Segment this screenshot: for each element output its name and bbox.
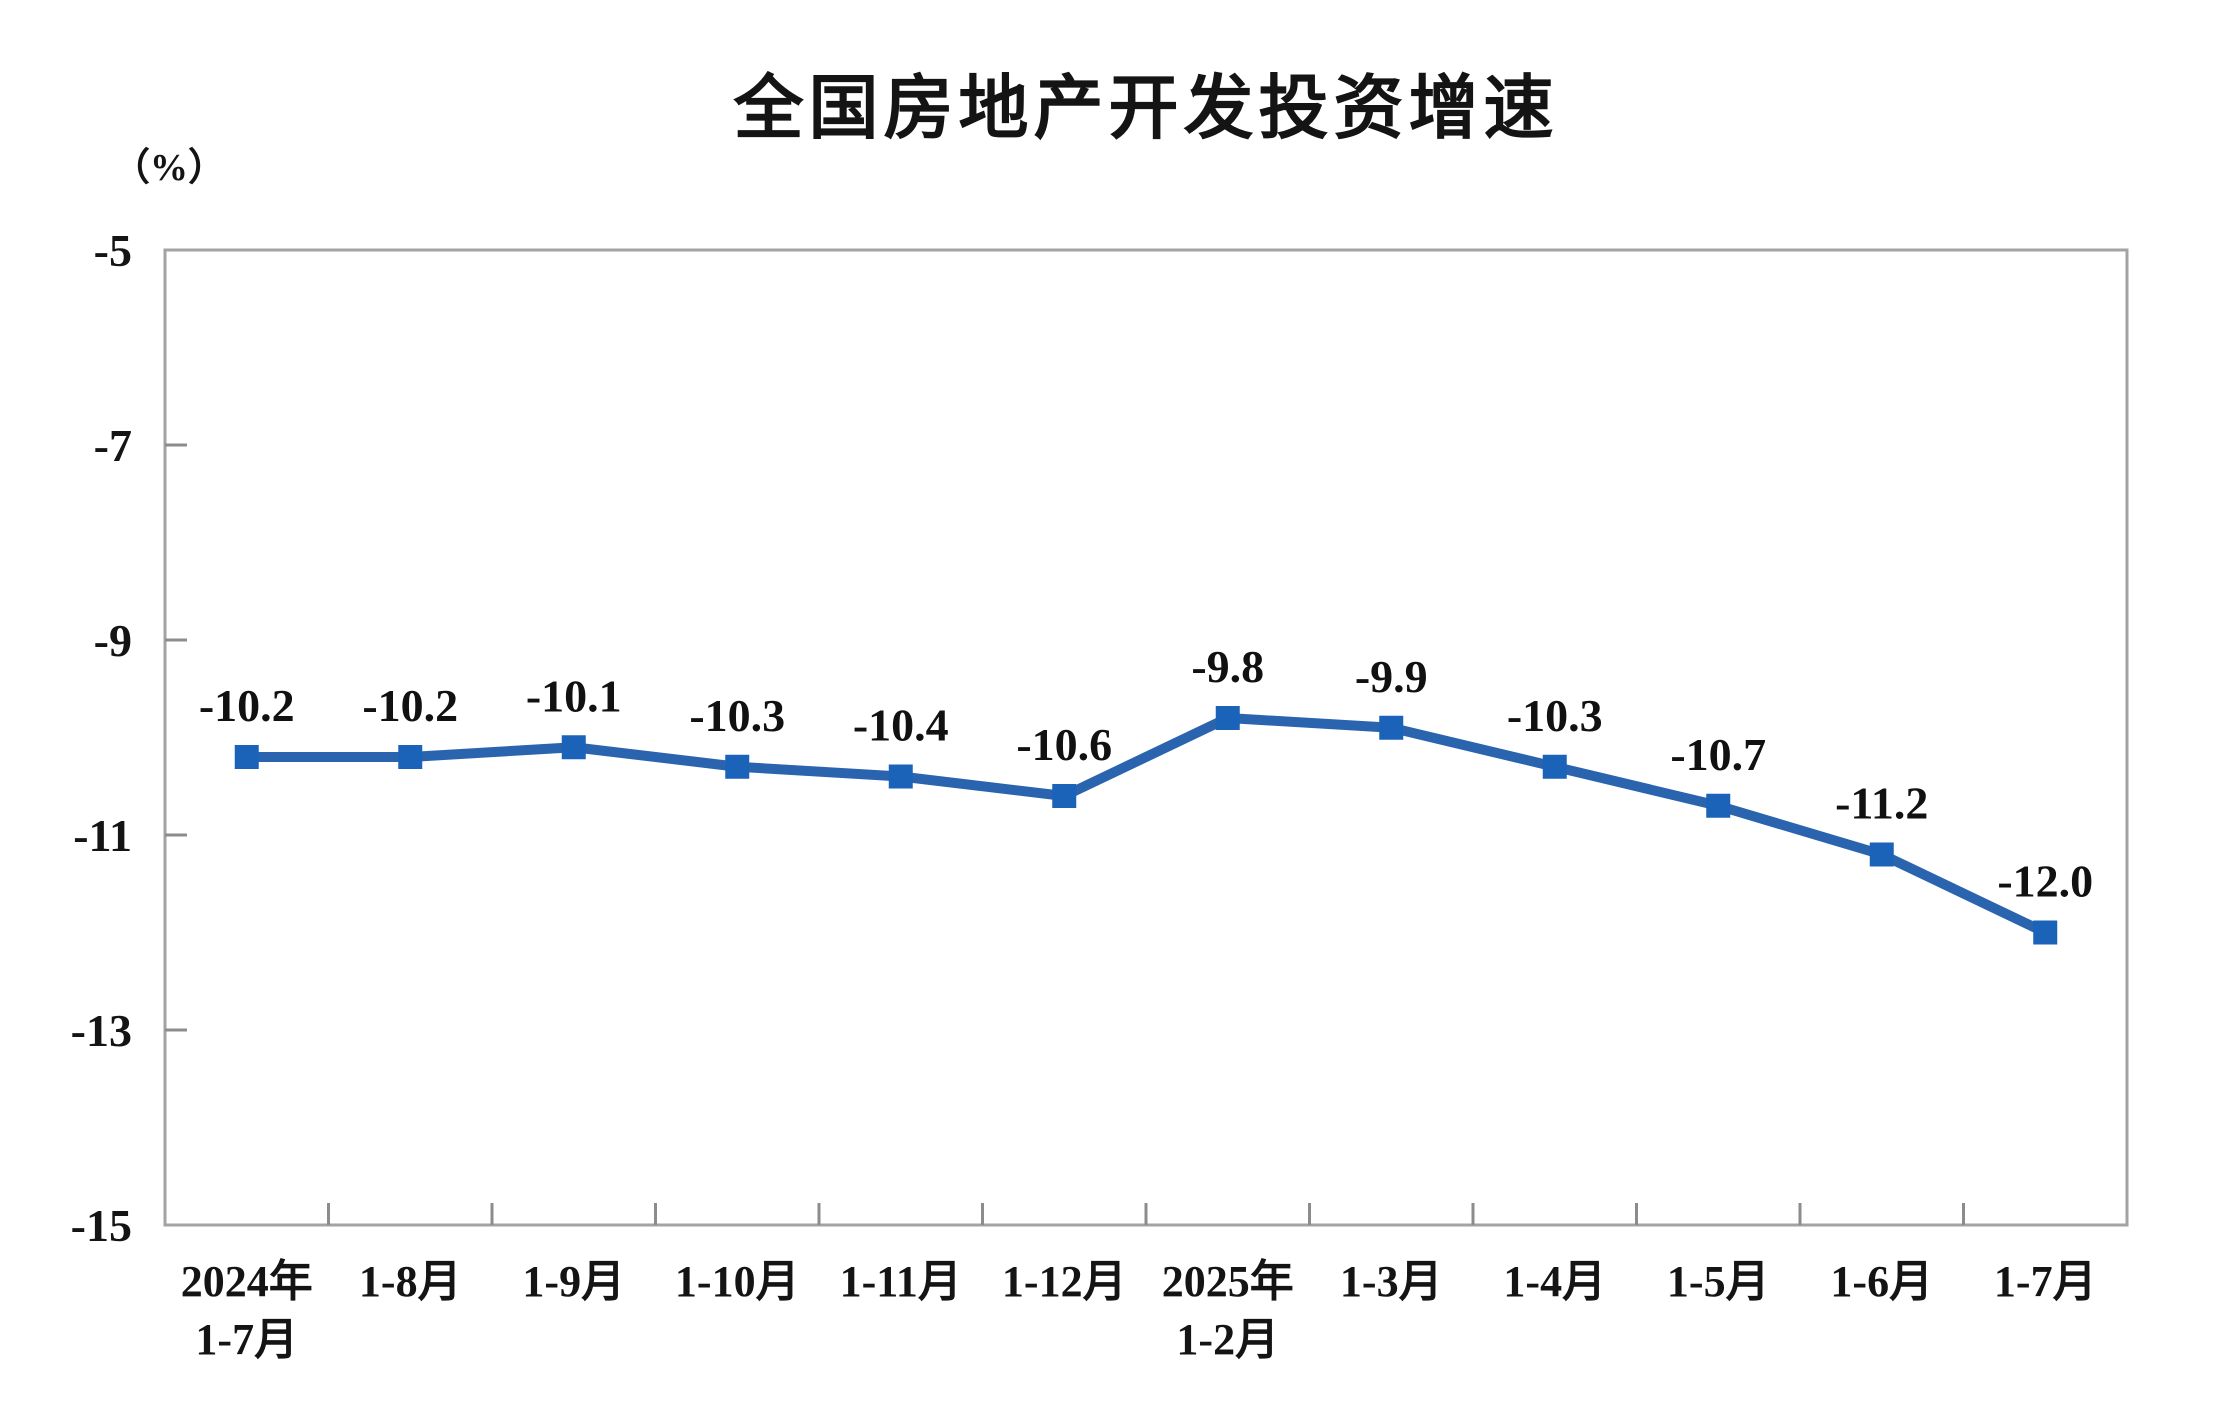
x-tick-label: 1-7月 — [1994, 1257, 2097, 1306]
data-point-marker — [398, 745, 423, 769]
data-point-marker — [1706, 793, 1731, 818]
data-point-marker — [561, 735, 586, 760]
data-point-marker — [2033, 920, 2058, 945]
trend-line — [241, 713, 2051, 938]
data-point-label: -10.7 — [1670, 729, 1766, 780]
x-tick-label: 2025年 — [1162, 1257, 1294, 1306]
x-tick-label: 1-5月 — [1667, 1257, 1770, 1306]
x-tick-label: 1-8月 — [359, 1257, 462, 1306]
x-tick-label-line2: 1-2月 — [1176, 1315, 1279, 1364]
y-tick-label: -7 — [94, 420, 132, 471]
chart-title: 全国房地产开发投资增速 — [733, 69, 1559, 147]
y-tick-label: -9 — [94, 615, 132, 666]
x-tick-label: 1-6月 — [1830, 1257, 1933, 1306]
data-point-marker — [1542, 754, 1567, 779]
data-point-label: -11.2 — [1835, 778, 1928, 829]
data-point-label: -9.9 — [1355, 651, 1428, 702]
y-tick-label: -5 — [94, 225, 132, 276]
data-point-marker — [234, 745, 259, 769]
y-tick-label: -11 — [73, 810, 132, 861]
plot-border — [163, 248, 2129, 1227]
x-tick-label: 1-3月 — [1340, 1257, 1443, 1306]
y-tick-label: -13 — [71, 1005, 132, 1056]
data-point-marker — [725, 754, 750, 779]
data-point-label: -9.8 — [1191, 641, 1264, 692]
x-tick-label: 1-12月 — [1002, 1257, 1127, 1306]
data-point-marker — [1869, 842, 1894, 867]
data-point-label: -10.6 — [1016, 719, 1112, 770]
data-point-label: -10.1 — [526, 670, 622, 721]
y-tick-label: -15 — [71, 1200, 132, 1251]
x-tick-label: 1-9月 — [522, 1257, 625, 1306]
x-tick-label: 1-4月 — [1503, 1257, 1606, 1306]
data-point-marker — [1379, 715, 1404, 740]
x-tick-label: 1-11月 — [840, 1257, 962, 1306]
data-point-marker — [1215, 706, 1240, 730]
x-tick-label: 1-10月 — [675, 1257, 800, 1306]
data-point-label: -10.3 — [1507, 690, 1603, 741]
data-point-label: -10.2 — [362, 680, 458, 731]
data-point-label: -10.3 — [689, 690, 785, 741]
x-tick-label: 2024年 — [181, 1257, 313, 1306]
x-tick-label-line2: 1-7月 — [195, 1315, 298, 1364]
data-point-label: -10.2 — [199, 680, 295, 731]
data-point-marker — [1052, 784, 1077, 808]
data-point-label: -10.4 — [853, 700, 949, 751]
data-point-marker — [888, 764, 913, 789]
data-point-label: -12.0 — [1997, 856, 2093, 907]
y-axis-unit-label: （%） — [112, 147, 227, 189]
